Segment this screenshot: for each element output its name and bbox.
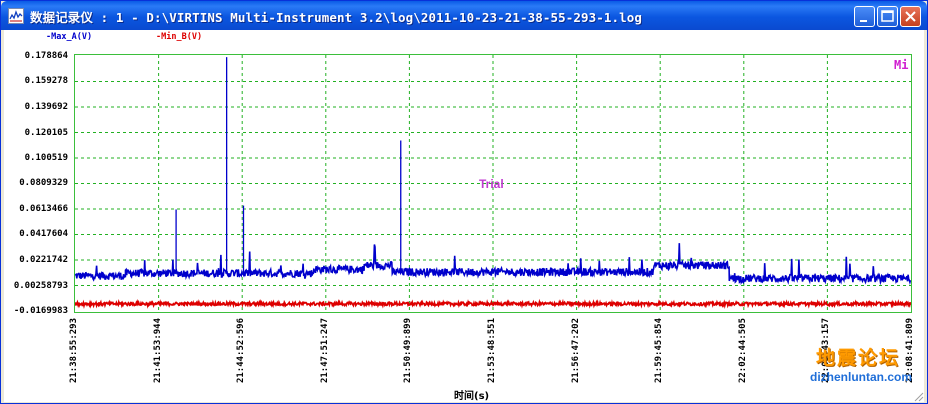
trial-watermark: Trial [479,177,504,191]
x-tick-label: 21:53:48:551 [487,318,497,384]
x-tick-label: 21:44:52:596 [236,318,247,384]
y-tick-label: -0.0169983 [13,306,68,316]
window-title: 数据记录仪 : 1 - D:\VIRTINS Multi-Instrument … [30,10,643,25]
x-tick-label: 21:38:55:293 [69,318,79,384]
y-tick-label: 0.00258793 [13,280,68,291]
site-watermark-cn: 地震论坛 [816,347,901,369]
legend-series-b: -Min_B(V) [156,32,203,42]
title-bar[interactable]: 数据记录仪 : 1 - D:\VIRTINS Multi-Instrument … [1,1,927,30]
x-tick-label: 22:02:44:505 [737,318,748,384]
y-tick-label: 0.120105 [24,127,68,138]
y-tick-label: 0.178864 [24,51,68,61]
plot-area[interactable] [74,54,912,313]
legend-series-a: -Max_A(V) [46,32,93,42]
series-line-max-a [74,243,912,286]
x-tick-label: 21:41:53:944 [152,318,163,384]
y-tick-label: 0.100519 [24,153,68,163]
mi-badge: Mi [894,58,909,72]
app-icon[interactable] [8,8,24,24]
chart-area: -Max_A(V) -Min_B(V) 0.178864 0.159278 0.13… [4,30,924,402]
resize-grip-icon[interactable] [912,390,924,402]
y-tick-label: 0.159278 [24,76,68,87]
y-tick-label: 0.0417604 [19,229,68,240]
minimize-icon [860,20,867,22]
close-icon [905,11,916,22]
y-tick-label: 0.0613466 [19,204,68,214]
x-tick-label: 21:47:51:247 [319,318,330,384]
x-tick-label: 21:59:45:854 [654,318,665,384]
plot-svg [74,55,912,312]
site-watermark-url: dizhenluntan.com [810,370,912,384]
y-tick-label: 0.0809329 [19,178,68,189]
maximize-button[interactable] [877,6,898,27]
x-tick-label: 21:50:49:899 [403,318,414,384]
y-tick-label: 0.0221742 [19,254,68,265]
y-tick-label: 0.139692 [24,101,68,112]
x-axis-label: 时间(s) [454,391,490,402]
close-button[interactable] [900,6,921,27]
minimize-button[interactable] [854,6,875,27]
series-line-min-b [74,298,912,309]
x-tick-label: 21:56:47:202 [570,318,581,384]
